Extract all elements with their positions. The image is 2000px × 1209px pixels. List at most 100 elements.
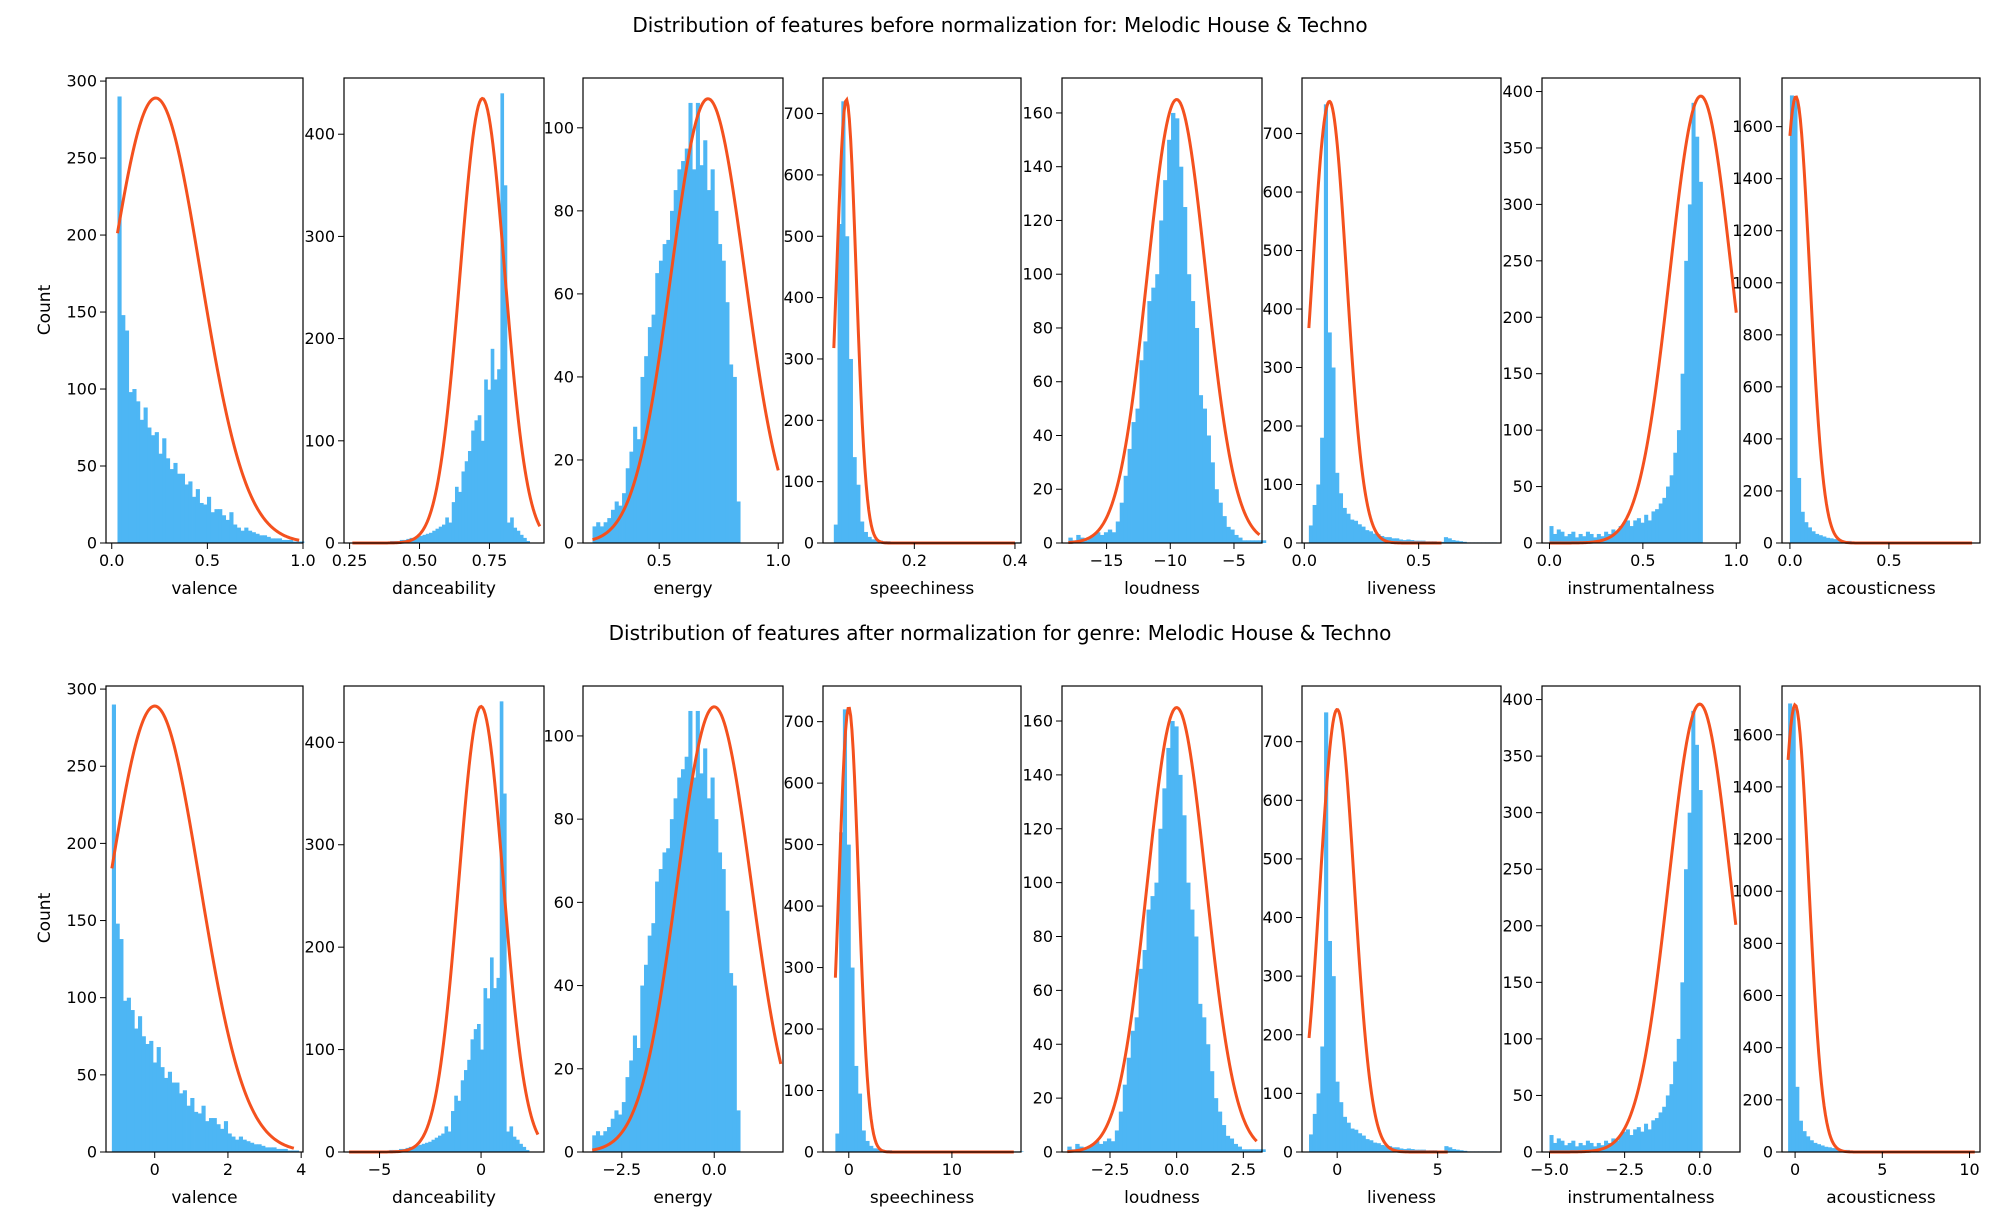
chart-row-1: Distribution of features before normaliz… (35, 13, 1981, 599)
histogram-bar (1261, 1149, 1266, 1152)
histogram-bar (134, 1028, 139, 1152)
y-tick-label: 100 (1502, 421, 1533, 440)
histogram-bar (1068, 537, 1073, 543)
histogram-bar (1115, 521, 1121, 543)
histogram-bar (1607, 1142, 1612, 1152)
y-tick-label: 1000 (1732, 882, 1773, 901)
histogram-bar (1350, 519, 1355, 543)
y-tick-label: 700 (1262, 732, 1293, 751)
histogram-bar (1788, 703, 1793, 1152)
histogram-bar (1209, 1071, 1215, 1152)
y-tick-label: 600 (1262, 183, 1293, 202)
histogram-bar (1201, 1017, 1207, 1152)
histogram-bar (729, 973, 734, 1152)
histogram-bar (1695, 136, 1700, 543)
histogram-bar (499, 701, 504, 1152)
histogram-bar (173, 462, 178, 543)
y-tick-label: 80 (554, 810, 574, 829)
histogram-bar (512, 1136, 517, 1152)
fit-curve (1786, 702, 1975, 1154)
histogram-bar (1797, 477, 1802, 543)
histogram-bar (610, 1118, 615, 1152)
histogram-bar (1827, 1147, 1832, 1152)
histogram-bar (1194, 327, 1200, 543)
histogram-bar (688, 710, 693, 1152)
histogram-bar (681, 161, 686, 544)
histogram-bar (1444, 1146, 1449, 1152)
histogram-bar (861, 1130, 866, 1152)
y-axis-label: Count (35, 284, 55, 335)
y-tick-label: 200 (1742, 1090, 1773, 1109)
histogram-bar (1455, 1149, 1460, 1152)
histogram-bar (1560, 1140, 1565, 1152)
histogram-bar (1110, 1141, 1116, 1152)
histogram-bar (1076, 534, 1081, 543)
y-tick-label: 40 (1033, 1035, 1053, 1054)
histogram-bar (467, 451, 472, 543)
histogram-bar (725, 910, 730, 1152)
y-tick-label: 100 (1262, 1084, 1293, 1103)
y-tick-label: 500 (783, 835, 814, 854)
histogram-bar (684, 148, 689, 543)
histogram-bar (632, 1035, 638, 1152)
y-tick-label: 400 (1262, 300, 1293, 319)
histogram-bar (1391, 538, 1396, 543)
histogram-bar (692, 169, 697, 543)
histogram-bar (1249, 1149, 1254, 1152)
histogram-bar (1636, 518, 1641, 543)
histogram-bar (1174, 118, 1180, 543)
histogram-bar (497, 369, 501, 543)
histogram-bar (1567, 1142, 1572, 1152)
histogram-bar (1676, 1038, 1681, 1152)
histogram-bar (592, 1135, 597, 1152)
x-axis-label: energy (653, 1188, 712, 1208)
histogram-bar (274, 538, 279, 543)
histogram-bar (1092, 534, 1097, 543)
histogram-bar (186, 1105, 191, 1152)
histogram-bar (291, 1150, 296, 1152)
y-tick-label: 150 (1502, 973, 1533, 992)
histogram-bar (1564, 536, 1569, 543)
x-axis-label: liveness (1367, 1188, 1436, 1208)
histogram-bar (1406, 539, 1411, 543)
subplot-acousticness: 0 5 10 0 200 400 600 800 1000 1200 1400 1600 acousti… (1732, 685, 1981, 1208)
y-tick-label: 400 (304, 125, 335, 144)
subplot-danceability: −5 0 0 100 200 300 400 danceability (304, 685, 545, 1208)
x-axis-label: danceability (392, 579, 496, 599)
y-tick-label: 300 (783, 958, 814, 977)
x-tick-label: 0.50 (402, 551, 438, 570)
fit-curve (832, 96, 1015, 545)
histogram-bar (640, 985, 645, 1152)
histogram-bar (1654, 1118, 1659, 1152)
x-tick-label: 0 (476, 1160, 486, 1179)
histogram-bar (435, 528, 440, 543)
histogram-bar (640, 376, 645, 543)
histogram-bar (476, 1023, 481, 1152)
x-tick-label: 1.0 (1724, 551, 1749, 570)
subplot-speechiness: 0.2 0.4 0 100 200 300 400 500 600 700 speechiness (783, 77, 1028, 599)
y-tick-label: 300 (783, 349, 814, 368)
histogram-bar (848, 358, 853, 543)
histogram-bar (503, 185, 508, 543)
histogram-bar (246, 1141, 251, 1152)
y-tick-label: 60 (554, 893, 574, 912)
histogram-bar (276, 1148, 281, 1152)
histogram-bar (210, 512, 215, 543)
x-tick-label: 4 (296, 1160, 306, 1179)
histogram-bar (1218, 502, 1223, 543)
histogram-bar (236, 527, 241, 543)
histogram-bar (418, 1144, 423, 1152)
histogram-bar (1253, 1149, 1258, 1152)
y-tick-label: 100 (783, 1081, 814, 1100)
y-tick-label: 300 (1502, 803, 1533, 822)
x-axis-label: liveness (1367, 579, 1436, 599)
histogram-bar (677, 777, 682, 1152)
fit-curve (1549, 702, 1738, 1154)
axes-frame (1301, 77, 1502, 544)
histogram-bar (448, 522, 453, 543)
histogram-bar (1174, 726, 1179, 1152)
histogram-bar (272, 1147, 277, 1152)
histogram-bar (513, 527, 518, 543)
y-tick-label: 150 (66, 303, 97, 322)
y-tick-label: 160 (1022, 712, 1053, 731)
